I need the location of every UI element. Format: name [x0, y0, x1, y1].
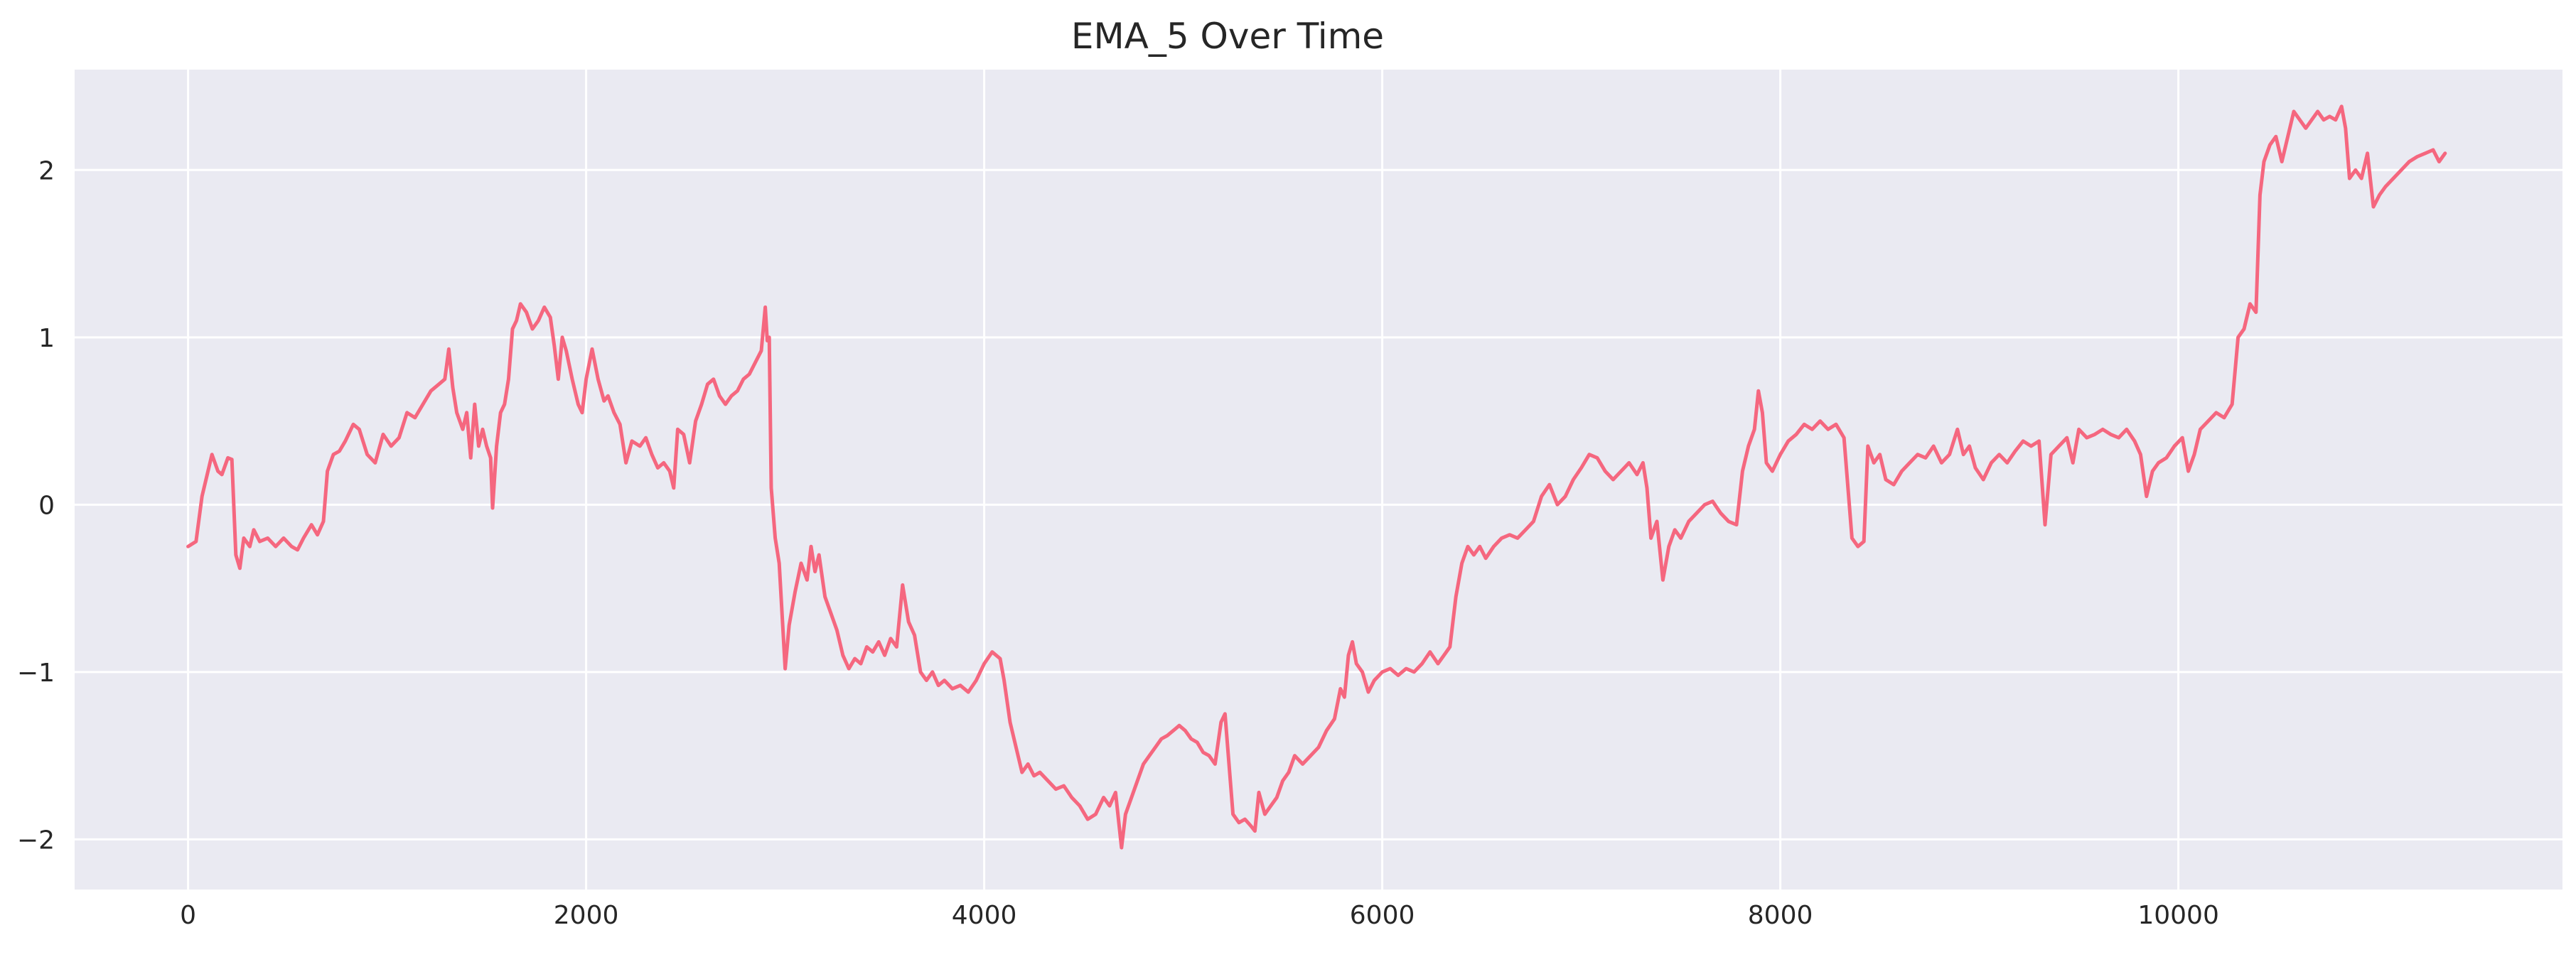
x-tick-label: 4000: [952, 901, 1017, 930]
grid-lines: [75, 70, 2562, 890]
y-tick-label: −1: [17, 659, 55, 688]
y-tick-label: 0: [38, 491, 55, 520]
x-axis-ticks: 0 2000 4000 6000 8000 10000: [180, 901, 2219, 930]
x-tick-label: 8000: [1748, 901, 1813, 930]
chart-title: EMA_5 Over Time: [1071, 16, 1384, 57]
x-tick-label: 2000: [554, 901, 619, 930]
y-axis-ticks: −2 −1 0 1 2: [17, 156, 55, 855]
x-tick-label: 0: [180, 901, 196, 930]
x-tick-label: 10000: [2137, 901, 2219, 930]
x-tick-label: 6000: [1350, 901, 1415, 930]
series-line-0: [186, 104, 2447, 850]
series-layer: [186, 104, 2447, 850]
y-tick-label: 1: [38, 324, 55, 353]
plot-area: [75, 70, 2562, 890]
y-tick-label: 2: [38, 156, 55, 185]
y-tick-label: −2: [17, 826, 55, 855]
